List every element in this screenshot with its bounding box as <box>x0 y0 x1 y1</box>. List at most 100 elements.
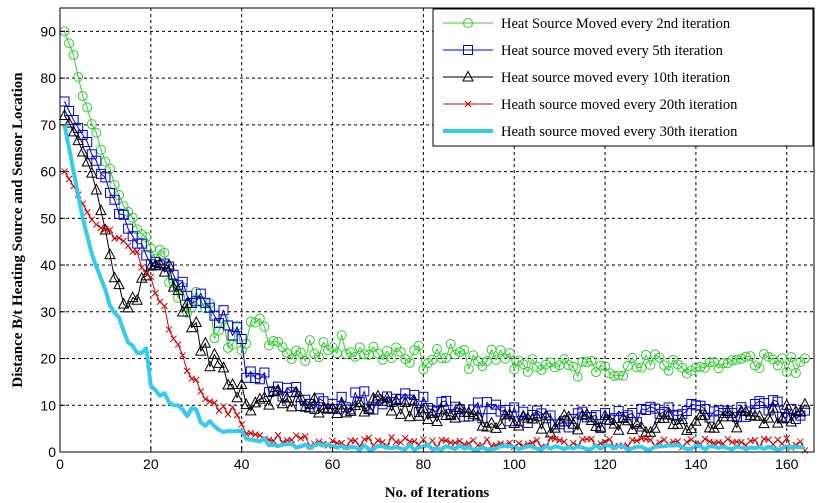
data-point-stroke <box>229 403 236 411</box>
data-point <box>136 238 147 249</box>
data-point <box>522 366 533 377</box>
data-point <box>420 436 427 443</box>
y-tick-label: 70 <box>40 117 56 133</box>
data-point <box>359 349 370 360</box>
data-point <box>118 209 129 220</box>
data-point <box>149 258 162 270</box>
y-tick-label: 60 <box>40 164 56 180</box>
series-line <box>62 124 806 452</box>
data-point-stroke <box>165 326 173 333</box>
data-point <box>64 38 75 49</box>
data-point-stroke <box>556 436 563 444</box>
data-point <box>232 322 243 333</box>
data-point-stroke <box>106 226 114 234</box>
data-point <box>73 72 84 83</box>
data-point-stroke <box>360 436 368 443</box>
data-point <box>256 432 264 439</box>
data-point-stroke <box>388 434 395 441</box>
data-point <box>92 221 100 228</box>
data-point <box>417 402 430 414</box>
data-point <box>374 437 382 445</box>
data-point <box>117 297 130 309</box>
data-point <box>676 413 689 425</box>
data-point-stroke <box>737 438 745 446</box>
data-point <box>91 155 102 166</box>
data-point <box>413 340 424 351</box>
data-point <box>563 360 574 371</box>
data-point <box>509 364 520 375</box>
data-point <box>442 437 450 445</box>
data-point <box>647 436 654 444</box>
data-point-stroke <box>233 411 241 419</box>
data-point <box>683 438 691 446</box>
data-point <box>790 367 801 378</box>
data-point <box>286 354 297 365</box>
series-3 <box>58 108 811 438</box>
data-point <box>224 410 232 418</box>
data-point <box>131 293 144 305</box>
data-point <box>126 291 139 303</box>
data-point <box>526 412 539 424</box>
data-point <box>363 403 375 415</box>
data-point-stroke <box>292 432 300 439</box>
data-point <box>740 405 752 417</box>
data-point <box>603 413 616 425</box>
data-point-stroke <box>270 437 277 445</box>
data-point <box>68 50 79 61</box>
data-point <box>63 116 75 128</box>
data-point-stroke <box>469 436 477 444</box>
data-point <box>444 409 457 421</box>
data-point-stroke <box>751 436 759 444</box>
data-point <box>204 360 216 372</box>
data-point <box>626 423 639 435</box>
data-point <box>726 410 739 422</box>
data-point <box>464 100 472 108</box>
data-point <box>469 436 477 444</box>
data-point <box>627 352 638 363</box>
data-point-stroke <box>588 435 595 443</box>
data-point <box>201 395 209 403</box>
data-point-stroke <box>183 367 191 375</box>
data-point-stroke <box>465 440 473 447</box>
data-point <box>483 436 491 443</box>
data-point-stroke <box>551 435 559 443</box>
data-point <box>621 414 634 426</box>
data-point <box>531 410 543 422</box>
data-point <box>567 417 580 429</box>
data-point <box>142 270 150 277</box>
data-point <box>67 125 80 137</box>
data-point-stroke <box>365 434 373 442</box>
data-point <box>91 127 102 138</box>
data-point <box>208 347 221 359</box>
data-point <box>572 371 583 382</box>
legend-label: Heath source moved every 30th iteration <box>501 124 738 140</box>
data-point <box>135 271 148 283</box>
data-point <box>170 335 177 343</box>
data-point <box>211 399 218 407</box>
data-point <box>413 409 425 421</box>
data-point <box>263 398 275 410</box>
data-point <box>717 410 729 422</box>
data-point <box>329 437 336 445</box>
data-point <box>436 353 447 364</box>
data-point <box>181 296 194 308</box>
data-point <box>588 435 595 443</box>
data-point-stroke <box>92 221 100 228</box>
data-point <box>508 416 521 429</box>
data-point-stroke <box>97 224 105 232</box>
x-tick-label: 20 <box>143 456 159 472</box>
data-point <box>172 283 184 295</box>
data-point-stroke <box>161 302 168 310</box>
data-point <box>292 432 300 439</box>
data-point <box>244 404 257 416</box>
data-point-stroke <box>88 216 96 224</box>
data-point <box>349 399 362 411</box>
data-point <box>576 408 589 420</box>
data-point <box>633 437 641 445</box>
data-point <box>368 341 379 352</box>
y-tick-label: 30 <box>40 304 56 320</box>
data-point <box>599 409 611 421</box>
data-point-stroke <box>429 437 436 445</box>
data-point <box>359 386 370 397</box>
data-point <box>192 376 200 384</box>
